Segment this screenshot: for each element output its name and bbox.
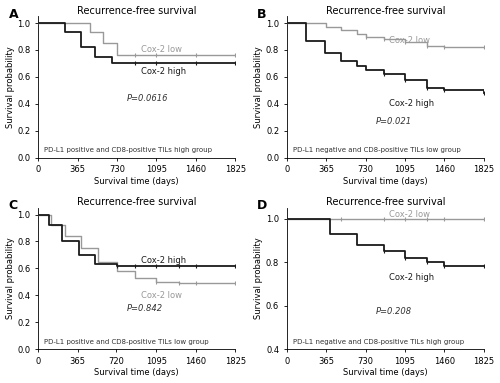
Text: Cox-2 low: Cox-2 low xyxy=(141,291,182,300)
Text: P=0.0616: P=0.0616 xyxy=(127,94,168,103)
Text: PD-L1 negative and CD8-positive TILs high group: PD-L1 negative and CD8-positive TILs hig… xyxy=(292,339,464,345)
Text: Cox-2 high: Cox-2 high xyxy=(141,256,186,265)
X-axis label: Survival time (days): Survival time (days) xyxy=(94,368,179,377)
Text: Cox-2 low: Cox-2 low xyxy=(390,210,430,219)
X-axis label: Survival time (days): Survival time (days) xyxy=(343,368,427,377)
Title: Recurrence-free survival: Recurrence-free survival xyxy=(326,197,445,207)
Text: C: C xyxy=(8,200,18,212)
Text: PD-L1 negative and CD8-positive TILs low group: PD-L1 negative and CD8-positive TILs low… xyxy=(292,147,460,153)
Y-axis label: Survival probability: Survival probability xyxy=(254,46,263,128)
Text: D: D xyxy=(258,200,268,212)
Title: Recurrence-free survival: Recurrence-free survival xyxy=(77,197,196,207)
Text: PD-L1 positive and CD8-positive TILs high group: PD-L1 positive and CD8-positive TILs hig… xyxy=(44,147,212,153)
Text: P=0.208: P=0.208 xyxy=(376,307,412,316)
X-axis label: Survival time (days): Survival time (days) xyxy=(343,177,427,186)
Text: Cox-2 low: Cox-2 low xyxy=(390,36,430,45)
Text: B: B xyxy=(258,8,267,21)
Text: Cox-2 low: Cox-2 low xyxy=(141,46,182,54)
Title: Recurrence-free survival: Recurrence-free survival xyxy=(77,6,196,16)
Text: Cox-2 high: Cox-2 high xyxy=(390,273,434,282)
Text: P=0.842: P=0.842 xyxy=(127,304,163,313)
Title: Recurrence-free survival: Recurrence-free survival xyxy=(326,6,445,16)
X-axis label: Survival time (days): Survival time (days) xyxy=(94,177,179,186)
Text: P=0.021: P=0.021 xyxy=(376,117,412,126)
Y-axis label: Survival probability: Survival probability xyxy=(254,237,263,319)
Text: A: A xyxy=(8,8,18,21)
Y-axis label: Survival probability: Survival probability xyxy=(6,46,15,128)
Text: PD-L1 positive and CD8-positive TILs low group: PD-L1 positive and CD8-positive TILs low… xyxy=(44,339,209,345)
Text: Cox-2 high: Cox-2 high xyxy=(141,67,186,76)
Y-axis label: Survival probability: Survival probability xyxy=(6,237,15,319)
Text: Cox-2 high: Cox-2 high xyxy=(390,99,434,108)
